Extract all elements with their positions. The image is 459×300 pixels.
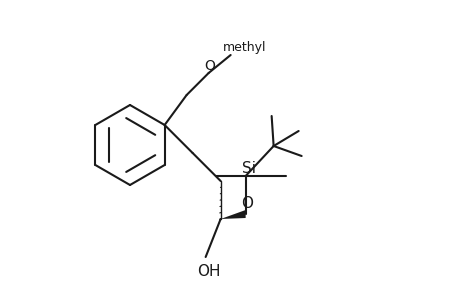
Text: O: O — [240, 196, 252, 211]
Text: OH: OH — [196, 263, 220, 278]
Text: O: O — [204, 59, 215, 73]
Polygon shape — [220, 210, 245, 219]
Text: methyl: methyl — [223, 40, 266, 53]
Text: Si: Si — [241, 160, 255, 175]
